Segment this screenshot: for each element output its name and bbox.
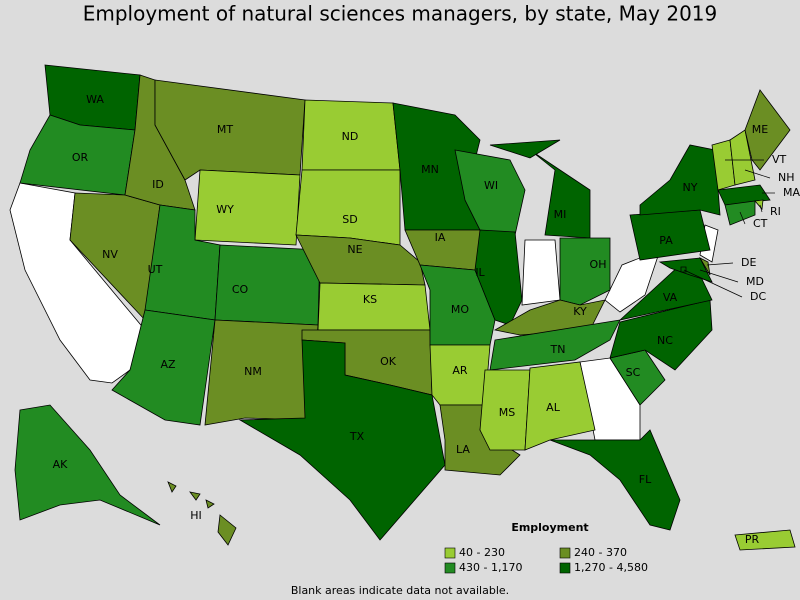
state-label: FL	[639, 473, 652, 486]
state-label: AR	[452, 364, 468, 377]
state-label: CT	[753, 217, 768, 230]
state-label: MA	[783, 186, 800, 199]
state-label: VA	[663, 291, 678, 304]
leader-line	[739, 211, 746, 225]
state-label: IA	[435, 231, 446, 244]
state-shape	[317, 282, 431, 331]
leader-line	[706, 262, 734, 266]
legend-label: 40 - 230	[459, 546, 505, 559]
state-label: IL	[475, 266, 485, 279]
state-label: MD	[746, 275, 764, 288]
legend-swatch	[559, 562, 571, 574]
state-label: MT	[217, 123, 233, 136]
state-label: WA	[86, 93, 104, 106]
state-label: OR	[72, 151, 89, 164]
state-label: CO	[232, 283, 249, 296]
state-labels: WA OR NV ID MT WY UT AZ CO NM ND SD NE KS OK TX MN IA MO AR…	[53, 93, 800, 546]
state-label: AK	[53, 458, 69, 471]
state-label: SD	[342, 213, 357, 226]
state-label: MI	[554, 208, 567, 221]
states	[14, 64, 796, 551]
state-label: ND	[342, 130, 359, 143]
state-label: KY	[573, 305, 587, 318]
map-title: Employment of natural sciences managers,…	[83, 2, 718, 26]
state-shape	[238, 339, 446, 541]
state-label: KS	[363, 293, 377, 306]
state-shape	[189, 491, 201, 501]
state-shape	[214, 244, 321, 326]
legend-swatch	[444, 547, 456, 559]
legend-label: 240 - 370	[574, 546, 627, 559]
state-label: PA	[659, 234, 673, 247]
legend-label: 1,270 - 4,580	[574, 561, 648, 574]
state-label: TN	[550, 343, 566, 356]
leader-line	[744, 169, 771, 179]
legend-swatch	[559, 547, 571, 559]
state-shape	[680, 266, 687, 273]
legend-swatch	[444, 562, 456, 574]
state-shape	[489, 139, 561, 159]
state-shape	[549, 429, 681, 531]
state-shape	[167, 481, 177, 493]
state-label: NE	[347, 243, 362, 256]
state-label: NC	[657, 334, 673, 347]
footnote: Blank areas indicate data not available.	[291, 584, 509, 597]
state-label: LA	[456, 443, 470, 456]
legend-label: 430 - 1,170	[459, 561, 522, 574]
state-label: HI	[190, 509, 202, 522]
state-label: NV	[102, 248, 118, 261]
state-shape	[744, 89, 791, 171]
state-shape	[734, 529, 796, 551]
state-label: DE	[741, 256, 756, 269]
state-shape	[559, 237, 611, 306]
state-label: AL	[546, 401, 561, 414]
legend: Employment 40 - 230 240 - 370 430 - 1,170 1…	[444, 521, 648, 574]
state-label: MO	[451, 303, 469, 316]
state-shape	[295, 169, 401, 246]
state-shape	[14, 404, 161, 526]
state-label: PR	[745, 533, 760, 546]
state-label: RI	[770, 205, 781, 218]
state-label: OH	[590, 258, 607, 271]
state-label: DC	[750, 290, 766, 303]
state-shape	[489, 319, 621, 371]
state-label: AZ	[160, 358, 176, 371]
state-label: NH	[778, 171, 795, 184]
state-label: MN	[421, 163, 439, 176]
state-shape	[194, 169, 301, 246]
state-shape	[529, 149, 591, 239]
state-label: UT	[148, 263, 163, 276]
state-label: NM	[244, 365, 262, 378]
state-shape	[717, 184, 771, 206]
state-label: OK	[380, 355, 397, 368]
state-label: NY	[683, 181, 698, 194]
state-label: VT	[772, 153, 787, 166]
state-shape	[524, 361, 596, 451]
state-label: WI	[484, 179, 498, 192]
state-label: ME	[752, 123, 768, 136]
state-shape	[724, 200, 756, 226]
state-label: MS	[499, 406, 515, 419]
state-shape	[217, 514, 237, 546]
state-label: WY	[216, 203, 234, 216]
state-shape	[754, 199, 764, 210]
state-shape	[604, 249, 661, 313]
legend-title: Employment	[511, 521, 588, 534]
leader-line	[683, 269, 743, 298]
state-shape	[479, 369, 531, 451]
state-label: ID	[152, 178, 164, 191]
state-shape	[521, 239, 561, 306]
leader-line	[759, 204, 763, 213]
state-shape	[205, 499, 215, 509]
leader-line	[699, 269, 739, 283]
state-label: TX	[349, 430, 365, 443]
state-label: SC	[626, 366, 641, 379]
